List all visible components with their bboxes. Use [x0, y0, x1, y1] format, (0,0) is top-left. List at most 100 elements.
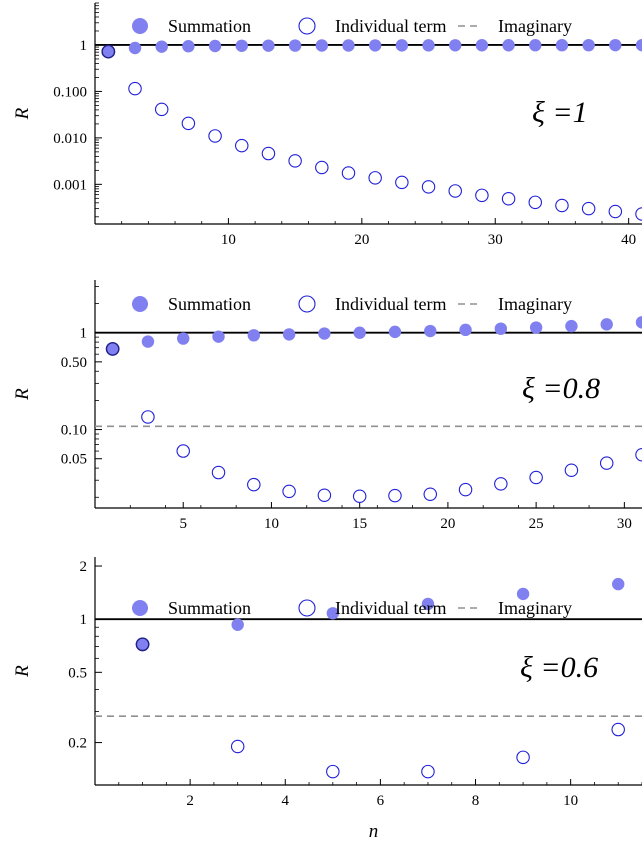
individual-term-point	[288, 154, 302, 168]
individual-term-point	[235, 138, 249, 153]
x-tick-label: 6	[377, 793, 385, 809]
individual-term-point	[141, 410, 155, 424]
individual-term-point	[154, 102, 169, 117]
individual-term-point	[611, 722, 625, 737]
individual-term-point	[247, 477, 261, 492]
individual-term-point	[208, 129, 222, 143]
x-tick-label: 10	[563, 793, 578, 809]
summation-point	[326, 607, 340, 620]
y-tick-label: 0.50	[61, 355, 87, 371]
xi-annotation: ξ =0.8	[522, 372, 600, 405]
summation-point	[609, 38, 622, 52]
x-tick-label: 8	[472, 793, 480, 809]
summation-point	[565, 319, 578, 333]
individual-term-point	[352, 489, 367, 503]
individual-term-point	[315, 160, 329, 175]
summation-point	[421, 597, 435, 611]
summation-point	[635, 316, 642, 329]
y-tick-label: 0.010	[53, 131, 87, 147]
legend: Summation Individual term Imaginary	[132, 294, 572, 314]
legend-label: Individual term	[335, 598, 446, 618]
individual-term-point	[326, 764, 340, 779]
panel-xi-1: 10 20 30 40 1 0.100 0.010 0.001 R Summation Indivi…	[12, 2, 642, 248]
summation-point	[529, 321, 543, 334]
xi-annotation: ξ =0.6	[520, 651, 598, 684]
summation-point	[208, 39, 222, 53]
summation-point	[282, 328, 296, 341]
x-tick-label: 20	[354, 232, 369, 248]
individual-term-point	[181, 116, 196, 131]
individual-term-point	[317, 488, 332, 502]
individual-term-point	[528, 195, 543, 210]
summation-point	[262, 39, 275, 52]
summation-point	[395, 39, 409, 52]
y-axis-title: R	[12, 107, 33, 120]
individual-term-point	[341, 166, 356, 180]
summation-point	[231, 618, 244, 631]
summation-point	[212, 330, 225, 343]
x-tick-label: 15	[352, 516, 367, 532]
summation-point	[388, 325, 402, 339]
legend-label: Imaginary	[498, 16, 572, 36]
summation-point	[235, 39, 248, 52]
y-tick-label: 0.001	[53, 177, 87, 193]
xi-annotation: ξ =1	[532, 96, 588, 129]
summation-point	[424, 324, 437, 338]
individual-term-point	[599, 456, 614, 470]
individual-term-point	[211, 465, 226, 480]
x-tick-label: 30	[488, 232, 503, 248]
individual-term-point	[458, 482, 473, 497]
individual-term-point	[176, 444, 190, 458]
summation-point	[555, 38, 569, 52]
y-axis-title: R	[12, 388, 33, 401]
y-tick-label: 0.2	[68, 736, 87, 752]
x-tick-label: 25	[529, 516, 544, 532]
summation-point	[315, 39, 329, 52]
individual-term-point	[448, 184, 462, 198]
summation-point	[529, 39, 542, 52]
individual-term-point	[105, 342, 120, 356]
summation-point	[353, 326, 366, 339]
individual-term-point	[555, 198, 569, 213]
individual-term-point	[421, 180, 436, 194]
individual-term-point	[101, 44, 116, 59]
summation-point	[516, 587, 530, 601]
y-tick-label: 0.100	[53, 84, 87, 100]
summation-point	[635, 38, 642, 52]
x-tick-label: 10	[264, 516, 279, 532]
x-tick-label: 40	[621, 232, 636, 248]
summation-point	[459, 323, 472, 337]
legend: Summation Individual term Imaginary	[132, 16, 572, 36]
y-tick-label: 0.05	[61, 452, 87, 468]
individual-term-point	[475, 188, 489, 203]
individual-term-point	[494, 477, 508, 491]
individual-term-point	[516, 750, 530, 765]
summation-point	[247, 329, 261, 342]
summation-point	[288, 39, 302, 52]
legend-summation-marker	[132, 18, 148, 34]
individual-term-point	[581, 201, 596, 216]
individual-term-point	[635, 447, 642, 462]
plot-area	[95, 38, 642, 221]
summation-point	[141, 335, 155, 348]
plot-area	[95, 316, 642, 503]
y-axis-title: R	[12, 665, 33, 678]
individual-term-point	[261, 146, 276, 161]
x-tick-label: 2	[186, 793, 194, 809]
individual-term-point	[529, 470, 543, 485]
x-tick-label: 4	[282, 793, 290, 809]
individual-term-point	[230, 739, 245, 754]
legend-label: Summation	[168, 16, 251, 36]
x-tick-label: 10	[221, 232, 236, 248]
legend-summation-marker	[132, 296, 148, 312]
legend-label: Individual term	[335, 294, 446, 314]
summation-point	[612, 577, 625, 591]
y-tick-label: 0.10	[61, 423, 87, 439]
individual-term-point	[608, 204, 623, 219]
y-tick-label: 0.5	[68, 665, 87, 681]
legend-individual-marker	[298, 17, 316, 35]
summation-point	[422, 39, 435, 52]
x-tick-label: 30	[617, 516, 632, 532]
individual-term-point	[388, 488, 402, 503]
